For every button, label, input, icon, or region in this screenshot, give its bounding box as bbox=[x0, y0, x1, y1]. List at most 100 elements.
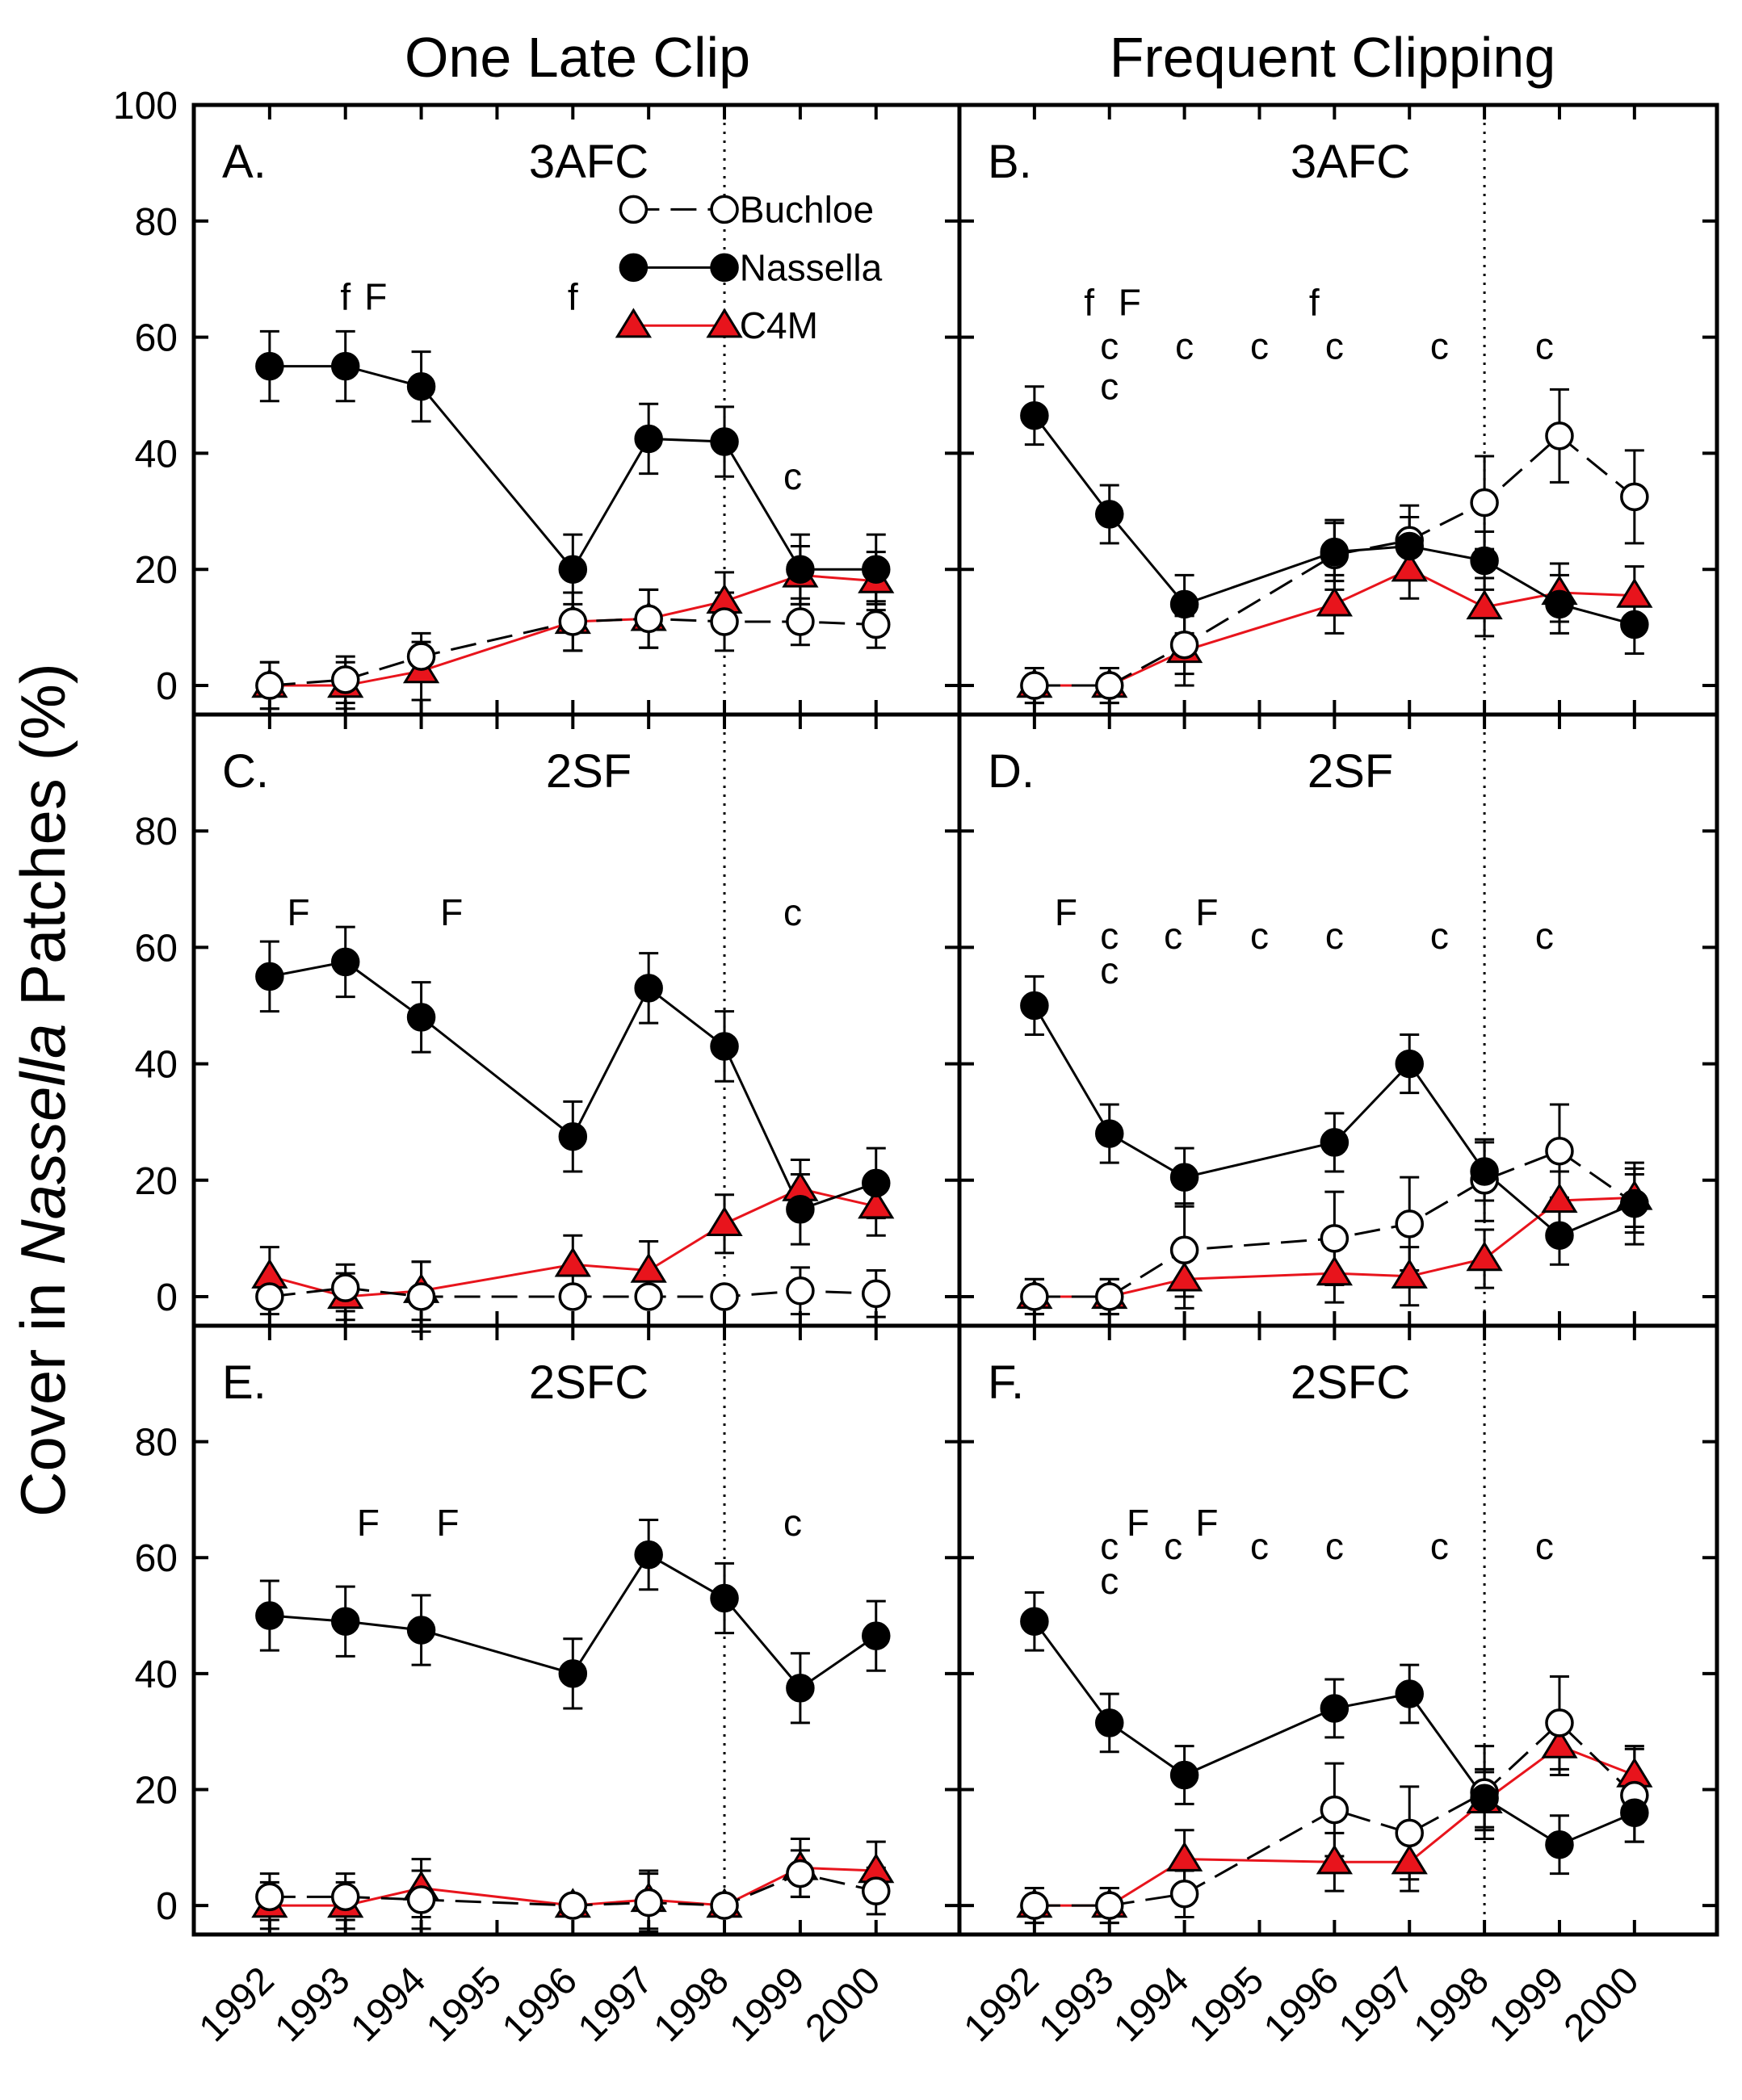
x-tick-label: 1994 bbox=[342, 1959, 434, 2050]
panel-E-title: 2SFC bbox=[529, 1356, 649, 1409]
buchloe-point bbox=[862, 1279, 891, 1309]
panel-C-title: 2SF bbox=[546, 745, 632, 798]
panel-C-nassella-line bbox=[269, 960, 877, 1211]
c4m-point bbox=[706, 1205, 743, 1237]
panel-D-annotation: c bbox=[1250, 915, 1269, 957]
panel-F-annotation: c bbox=[1535, 1525, 1554, 1567]
c4m-point bbox=[1466, 589, 1503, 620]
c4m-point bbox=[630, 1252, 667, 1283]
nassella-point bbox=[710, 427, 739, 456]
buchloe-point bbox=[786, 607, 815, 636]
legend-buchloe-label: Buchloe bbox=[740, 188, 874, 230]
legend-c4m-marker bbox=[615, 308, 653, 338]
nassella-point bbox=[1320, 537, 1350, 567]
panel-F-annotation: c bbox=[1325, 1525, 1344, 1567]
panel-F-annotation: c bbox=[1100, 1560, 1119, 1602]
buchloe-point bbox=[1094, 1282, 1124, 1311]
buchloe-point bbox=[1545, 421, 1574, 451]
nassella-point bbox=[1169, 1163, 1199, 1192]
panel-E-nassella-points bbox=[255, 1540, 891, 1703]
panel-E: 0 20 40 60 80 1992199319941995199619971998199… bbox=[135, 1323, 962, 2050]
buchloe-point bbox=[1545, 1136, 1574, 1166]
legend-buchloe-marker bbox=[619, 195, 649, 224]
panel-F-annotation: F bbox=[1127, 1502, 1149, 1544]
c4m-point bbox=[1391, 551, 1428, 582]
panel-E-frame bbox=[191, 1323, 962, 1937]
panel-D-annotation: c bbox=[1535, 915, 1554, 957]
panel-B-annotation: c bbox=[1100, 366, 1119, 408]
nassella-point bbox=[330, 351, 360, 381]
buchloe-point bbox=[406, 1282, 436, 1311]
panel-D-annotation: c bbox=[1164, 915, 1182, 957]
nassella-point bbox=[710, 1032, 739, 1061]
x-tick-label: 1993 bbox=[1031, 1959, 1123, 2050]
panel-A-annotation: c bbox=[783, 455, 802, 497]
x-tick-label: 1992 bbox=[191, 1959, 283, 2050]
buchloe-point bbox=[558, 1891, 588, 1920]
y-tick-label: 0 bbox=[156, 1885, 178, 1928]
y-tick-label: 20 bbox=[135, 1769, 178, 1812]
x-tick-label: 1994 bbox=[1106, 1959, 1197, 2050]
buchloe-point bbox=[1020, 1891, 1049, 1920]
nassella-point bbox=[1020, 991, 1049, 1021]
nassella-point bbox=[1020, 400, 1049, 430]
panel-D-annotation: F bbox=[1055, 891, 1077, 933]
legend: Buchloe Nassella C4M bbox=[615, 188, 883, 346]
panel-A-annotation: f bbox=[340, 275, 350, 317]
panel-D-annotation: c bbox=[1100, 949, 1119, 991]
y-tick-label: 100 bbox=[113, 85, 178, 128]
c4m-point bbox=[1165, 1261, 1203, 1292]
nassella-point bbox=[558, 1659, 588, 1688]
panel-B-annotation: f bbox=[1309, 281, 1320, 323]
panel-F-nassella-line bbox=[1033, 1620, 1635, 1846]
panel-D-annotation: c bbox=[1430, 915, 1449, 957]
c4m-point bbox=[1391, 1844, 1428, 1875]
panel-B-annotation: c bbox=[1430, 325, 1449, 367]
c4m-point bbox=[858, 1188, 895, 1219]
x-tick-label: 1996 bbox=[494, 1959, 586, 2050]
nassella-point bbox=[1395, 1679, 1424, 1708]
nassella-point bbox=[406, 1003, 436, 1032]
panel-D-annotation: c bbox=[1100, 915, 1119, 957]
buchloe-point bbox=[1320, 1795, 1350, 1825]
buchloe-point bbox=[330, 1273, 360, 1302]
buchloe-point bbox=[330, 1882, 360, 1912]
buchloe-point bbox=[710, 607, 739, 636]
buchloe-point bbox=[862, 1876, 891, 1905]
buchloe-point bbox=[406, 642, 436, 671]
column-title-left: One Late Clip bbox=[405, 26, 750, 89]
legend-c4m-label: C4M bbox=[740, 304, 818, 346]
y-tick-label: 40 bbox=[135, 1654, 178, 1696]
panel-D-title: 2SF bbox=[1308, 745, 1393, 798]
buchloe-point bbox=[1395, 1818, 1424, 1848]
panel-A-title: 3AFC bbox=[529, 136, 649, 188]
nassella-point bbox=[406, 1616, 436, 1645]
buchloe-point bbox=[1470, 488, 1499, 518]
buchloe-point bbox=[255, 1282, 284, 1311]
nassella-point bbox=[1169, 1760, 1199, 1790]
panel-C-letter: C. bbox=[222, 745, 269, 798]
column-title-right: Frequent Clipping bbox=[1110, 26, 1556, 89]
x-tick-label: 1998 bbox=[646, 1959, 737, 2050]
nassella-point bbox=[1545, 1221, 1574, 1251]
y-tick-label: 60 bbox=[135, 1537, 178, 1580]
buchloe-point bbox=[1169, 630, 1199, 660]
panel-C-annotation: c bbox=[783, 891, 802, 933]
buchloe-point bbox=[786, 1276, 815, 1306]
buchloe-point bbox=[1320, 1224, 1350, 1253]
x-tick-label: 1995 bbox=[418, 1959, 510, 2050]
panel-B-annotation: c bbox=[1175, 325, 1194, 367]
y-axis-label: Cover in Nassella Patches (%) bbox=[7, 663, 78, 1517]
y-tick-label: 80 bbox=[135, 201, 178, 244]
nassella-point bbox=[1470, 1157, 1499, 1186]
panel-F-frame bbox=[957, 1323, 1719, 1937]
panel-C-nassella-points bbox=[255, 947, 891, 1224]
buchloe-point bbox=[1169, 1879, 1199, 1909]
c4m-point bbox=[1391, 1258, 1428, 1289]
c4m-point bbox=[1316, 586, 1353, 617]
x-tick-label: 2000 bbox=[798, 1959, 889, 2050]
panel-F-title: 2SFC bbox=[1291, 1356, 1410, 1409]
panel-F-annotation: c bbox=[1430, 1525, 1449, 1567]
